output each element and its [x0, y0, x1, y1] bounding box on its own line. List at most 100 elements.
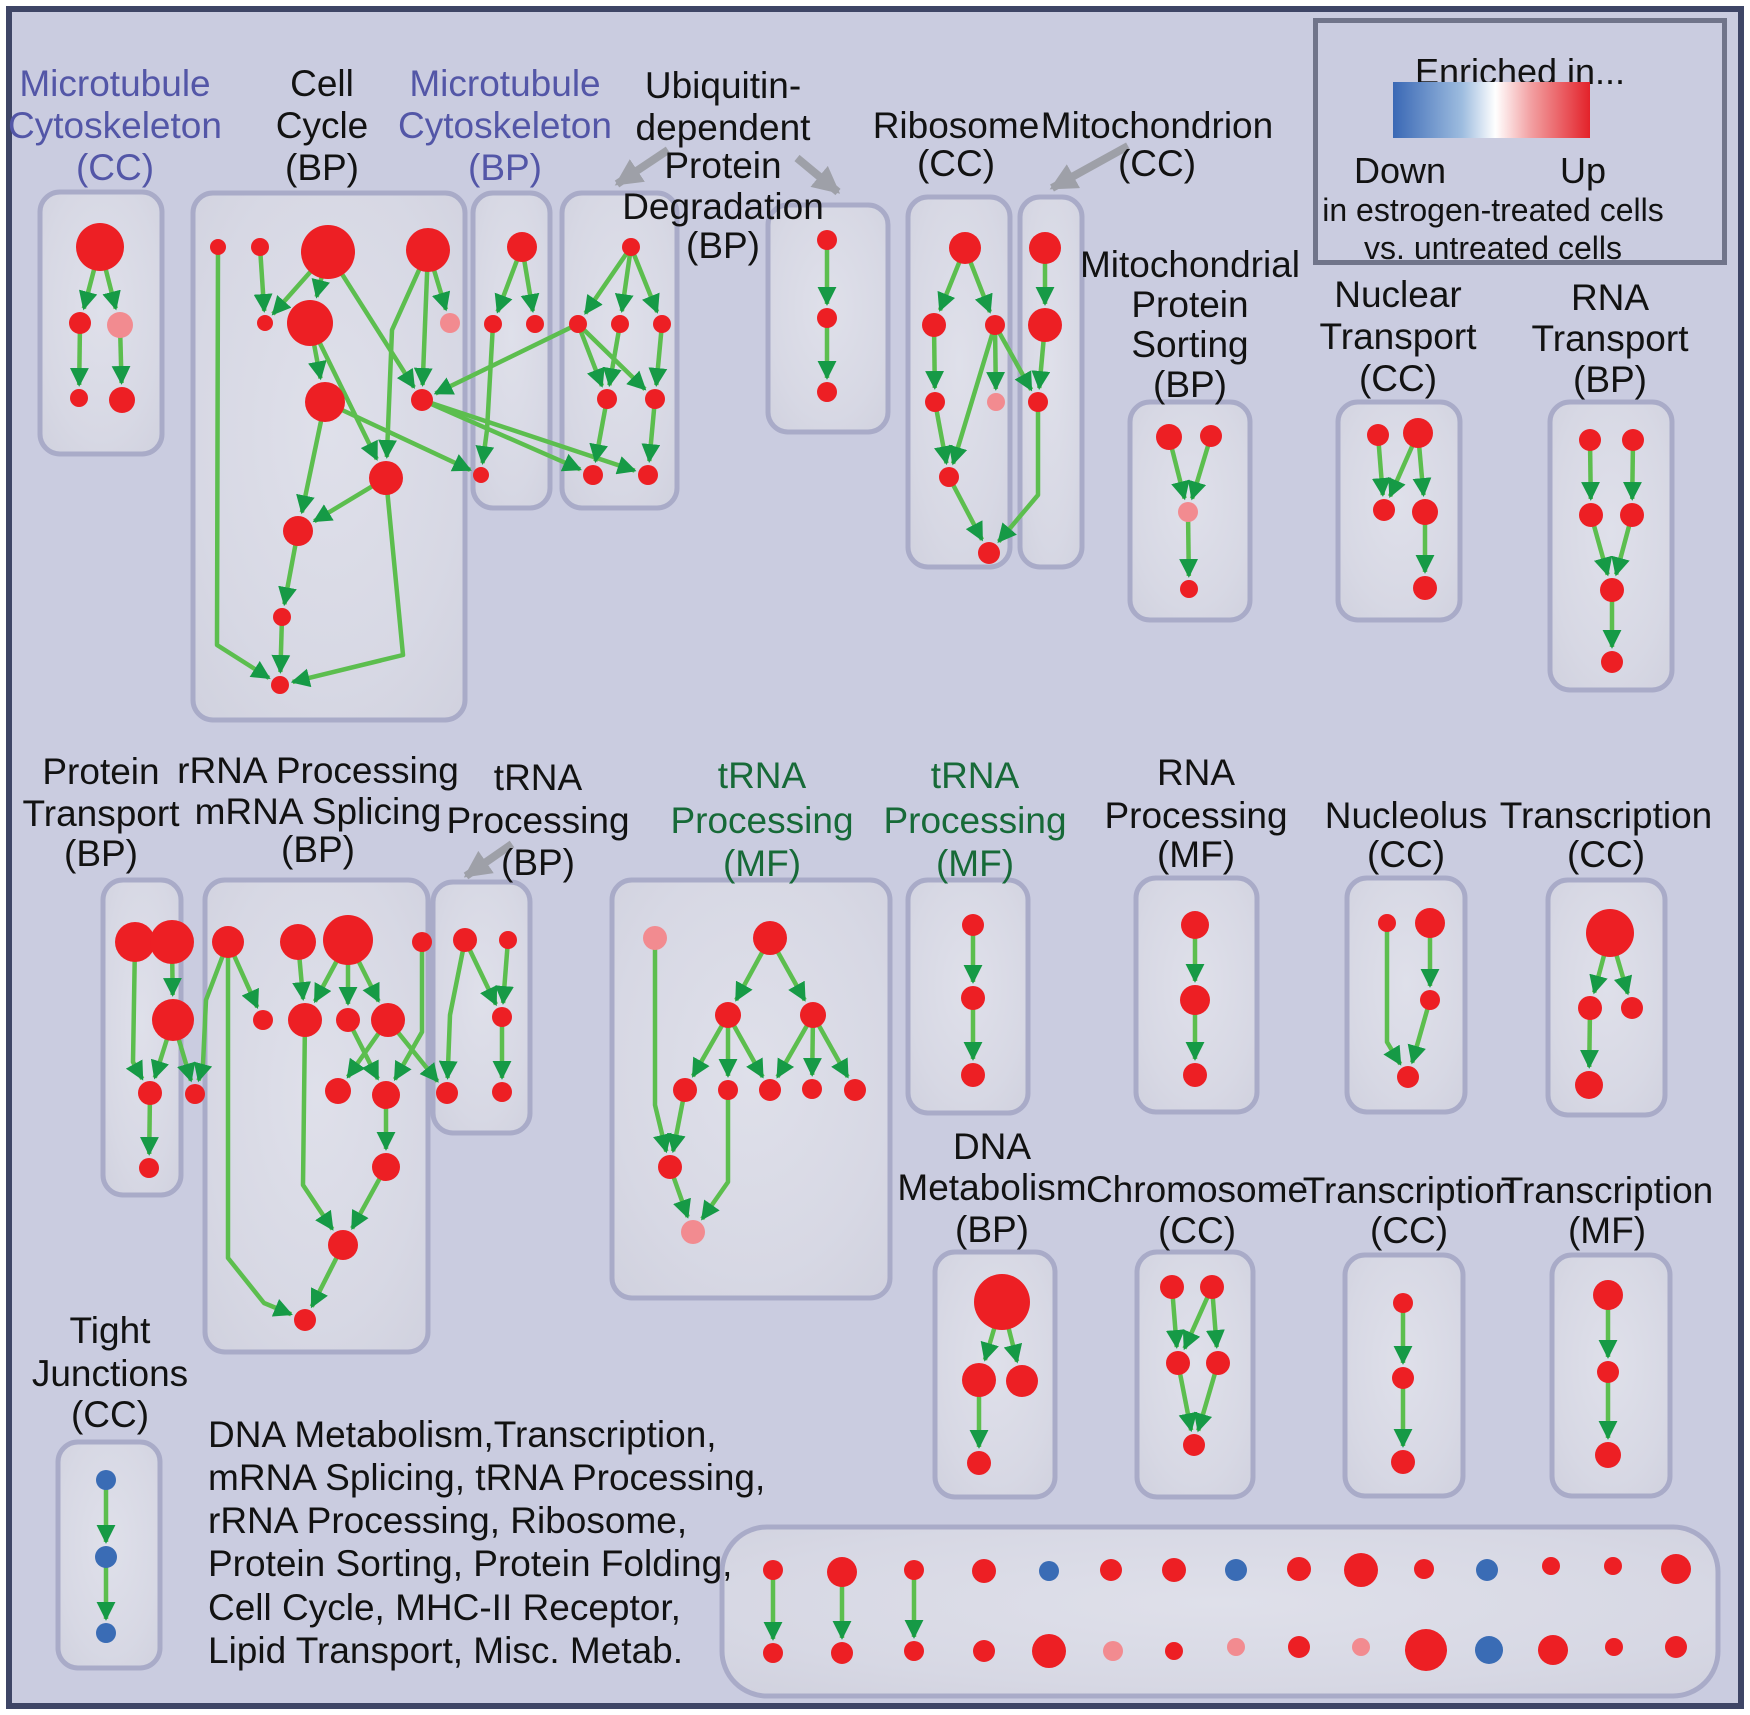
go-term-node-rt4: [1620, 503, 1644, 527]
go-term-node-y7: [1165, 1642, 1183, 1660]
label-mitochondrial-protein-sorting-bp-line3: Sorting: [1131, 324, 1248, 365]
go-term-node-rt6: [1601, 651, 1623, 673]
go-term-node-u1: [622, 238, 640, 256]
label-rna-processing-mf-line1: RNA: [1157, 752, 1235, 793]
label-microtubule-cytoskeleton-bp-line2: Cytoskeleton: [398, 105, 612, 146]
ubiquitin-left-pointer-icon: [614, 146, 671, 188]
edge-r6-r7: [947, 475, 985, 542]
go-term-node-g5: [673, 1078, 697, 1102]
edge-c4-c10: [378, 249, 431, 459]
go-term-node-g10: [658, 1155, 682, 1179]
go-term-node-m5: [109, 387, 135, 413]
cluster-box-microtubule-cytoskeleton-cc: [37, 189, 165, 457]
label-ribosome-cc-line2: (CC): [917, 143, 995, 184]
go-term-node-c8: [305, 382, 345, 422]
go-term-node-y1: [763, 1643, 783, 1663]
go-term-node-x15: [1661, 1554, 1691, 1584]
go-term-node-nt2: [1403, 418, 1433, 448]
go-term-node-r4: [925, 392, 945, 412]
label-nuclear-transport-cc-line3: (CC): [1359, 358, 1437, 399]
go-term-node-tc2: [1392, 1367, 1414, 1389]
label-trna-processing-bp-line2: Processing: [446, 800, 629, 841]
go-term-node-u2: [569, 315, 587, 333]
go-term-node-y5: [1032, 1634, 1066, 1668]
go-term-node-i1: [1181, 911, 1209, 939]
edge-w2-w4: [475, 323, 496, 465]
go-term-node-c9: [411, 389, 433, 411]
go-term-node-c13: [271, 676, 289, 694]
go-term-node-a1: [212, 926, 244, 958]
go-term-node-c6: [287, 300, 333, 346]
go-term-node-r3: [985, 315, 1005, 335]
go-term-node-g9: [844, 1079, 866, 1101]
go-term-node-b2: [288, 1003, 322, 1037]
go-term-node-x14: [1604, 1557, 1622, 1575]
go-term-node-nt4: [1412, 499, 1438, 525]
label-dna-metabolism-bp-line3: (BP): [955, 1209, 1029, 1250]
edge-g1-g10: [652, 938, 672, 1154]
label-transcription-cc-bot-line2: (CC): [1370, 1210, 1448, 1251]
note-line-6: Lipid Transport, Misc. Metab.: [208, 1630, 683, 1671]
go-term-node-tj1: [96, 1470, 116, 1490]
go-term-node-x12: [1476, 1559, 1498, 1581]
label-rrna-processing-mrna-splicing-bp-line1: rRNA Processing: [177, 750, 459, 791]
edge-u1-u3: [614, 246, 634, 314]
go-term-node-a4: [412, 932, 432, 952]
go-term-node-ee1: [328, 1230, 358, 1260]
go-term-node-q3: [492, 1007, 512, 1027]
label-dna-metabolism-bp-line2: Metabolism: [897, 1167, 1086, 1208]
cluster-boxes: [37, 189, 1721, 1699]
go-term-node-x11: [1414, 1559, 1434, 1579]
go-term-node-u8: [638, 465, 658, 485]
go-term-node-x5: [1039, 1561, 1059, 1581]
go-term-node-b3: [336, 1008, 360, 1032]
go-term-node-c1: [210, 239, 226, 255]
go-term-node-m4: [70, 389, 88, 407]
go-term-node-r1: [949, 232, 981, 264]
go-term-node-a2: [280, 924, 316, 960]
legend-subtitle-2: vs. untreated cells: [1364, 230, 1622, 266]
go-term-node-c12: [273, 608, 291, 626]
go-term-node-tm2: [1597, 1361, 1619, 1383]
label-cell-cycle-bp-line2: Cycle: [276, 105, 369, 146]
edge-u2-u5: [575, 323, 605, 388]
go-term-node-tm1: [1593, 1280, 1623, 1310]
edge-r3-r6: [948, 324, 998, 466]
go-term-node-c2: [251, 238, 269, 256]
edge-u1-u2: [583, 245, 633, 315]
go-term-node-y8: [1227, 1638, 1245, 1656]
go-term-node-r5: [987, 393, 1005, 411]
label-rrna-processing-mrna-splicing-bp-line3: (BP): [281, 829, 355, 870]
go-term-node-cc2: [372, 1081, 400, 1109]
edge-c4-c9: [413, 249, 433, 387]
go-term-node-c5: [257, 315, 273, 331]
label-transcription-cc-bot-line1: Transcription: [1303, 1170, 1515, 1211]
edge-r4-r6: [932, 401, 953, 466]
label-cell-cycle-bp-line1: Cell: [290, 63, 354, 104]
label-nucleolus-cc-line2: (CC): [1367, 834, 1445, 875]
go-term-node-y11: [1405, 1629, 1447, 1671]
label-tight-junctions-cc-line3: (CC): [71, 1394, 149, 1435]
go-term-node-ch3: [1166, 1351, 1190, 1375]
edge-c8-w4: [324, 399, 472, 472]
go-term-node-g7: [759, 1079, 781, 1101]
go-term-node-q2: [499, 931, 517, 949]
go-term-node-h1: [962, 914, 984, 936]
label-trna-processing-bp-line3: (BP): [501, 842, 575, 883]
go-term-node-y15: [1665, 1636, 1687, 1658]
label-rna-transport-bp-line1: RNA: [1571, 277, 1649, 318]
edge-t3-r7: [996, 402, 1041, 543]
go-term-node-m2: [69, 312, 91, 334]
go-term-node-ch2: [1200, 1275, 1224, 1299]
go-term-node-nt1: [1367, 424, 1389, 446]
go-term-node-g1: [643, 926, 667, 950]
go-term-node-p6: [139, 1158, 159, 1178]
go-term-node-dm3: [1006, 1365, 1038, 1397]
go-term-node-rt2: [1622, 429, 1644, 451]
label-chromosome-cc-line1: Chromosome: [1086, 1169, 1308, 1210]
label-microtubule-cytoskeleton-cc-line1: Microtubule: [19, 63, 210, 104]
go-term-node-g6: [718, 1080, 738, 1100]
go-term-node-u6: [645, 389, 665, 409]
note-line-3: rRNA Processing, Ribosome,: [208, 1500, 687, 1541]
